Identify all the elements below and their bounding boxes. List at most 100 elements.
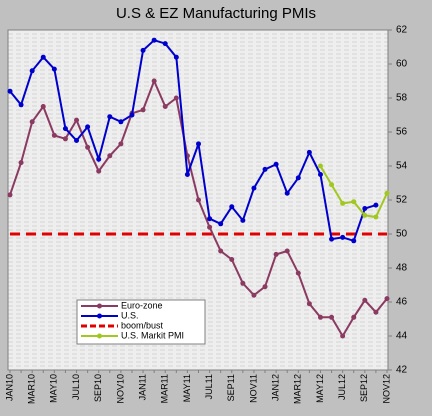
point (362, 212, 368, 218)
point (51, 132, 57, 138)
point (229, 204, 235, 210)
point (196, 141, 201, 147)
x-tick-label: SEP12 (359, 374, 369, 402)
point (273, 251, 279, 257)
x-tick-label: JAN11 (137, 374, 147, 400)
y-tick-label: 42 (396, 365, 408, 376)
point (218, 248, 224, 254)
x-tick-label: JAN12 (270, 374, 280, 401)
point (40, 104, 46, 109)
point (273, 161, 279, 167)
point (18, 102, 24, 108)
x-tick-label: MAR11 (160, 374, 170, 403)
point (240, 217, 246, 223)
x-tick-label: MAR10 (27, 374, 37, 404)
point (207, 224, 213, 230)
point (196, 197, 201, 203)
point (295, 270, 301, 276)
point (96, 168, 102, 174)
point (362, 206, 368, 211)
point (351, 238, 357, 244)
point (384, 190, 390, 196)
legend-label: U.S. (121, 310, 139, 320)
point (340, 234, 346, 240)
y-tick-label: 60 (396, 59, 408, 70)
point (218, 221, 224, 227)
point (85, 124, 91, 130)
point (173, 95, 179, 101)
point (7, 88, 13, 94)
point (362, 297, 368, 303)
point (306, 149, 312, 155)
point (251, 292, 257, 298)
point (240, 280, 246, 286)
point (317, 314, 323, 320)
point (229, 257, 235, 262)
point (329, 182, 335, 188)
point (151, 78, 157, 84)
series-line (9, 39, 377, 243)
legend-label: Euro-zone (121, 300, 163, 310)
x-tick-label: JUL10 (71, 374, 81, 400)
x-tick-label: SEP10 (93, 374, 103, 402)
point (62, 136, 68, 142)
point (151, 37, 157, 43)
point (140, 107, 146, 113)
point (329, 314, 335, 320)
legend-label: U.S. Markit PMI (121, 330, 184, 340)
x-tick-label: MAY10 (49, 374, 59, 403)
point (107, 153, 113, 159)
point (295, 175, 301, 181)
y-tick-label: 44 (396, 331, 408, 342)
point (74, 138, 80, 143)
y-tick-label: 48 (396, 263, 408, 274)
chart-title: U.S & EZ Manufacturing PMIs (116, 5, 316, 22)
point (306, 301, 312, 307)
point (184, 172, 190, 177)
point (251, 185, 257, 191)
point (207, 216, 213, 222)
point (18, 160, 24, 166)
y-tick-label: 56 (396, 127, 408, 138)
x-tick-label: SEP11 (226, 374, 236, 401)
point (29, 119, 35, 125)
point (351, 199, 357, 205)
point (262, 284, 268, 290)
x-tick-label: JUL12 (337, 374, 347, 400)
x-tick-label: MAR12 (293, 374, 303, 404)
point (51, 66, 57, 72)
point (340, 333, 346, 339)
point (284, 190, 290, 196)
legend-marker (97, 313, 102, 319)
point (7, 192, 13, 198)
y-tick-label: 58 (396, 93, 408, 104)
legend-marker (97, 303, 102, 309)
point (162, 104, 168, 109)
point (262, 166, 268, 172)
y-tick-label: 54 (396, 161, 408, 172)
point (373, 202, 379, 208)
y-tick-label: 46 (396, 297, 408, 308)
point (373, 309, 379, 315)
point (373, 214, 379, 220)
point (129, 112, 135, 118)
point (62, 126, 68, 132)
x-tick-label: JUL11 (204, 374, 214, 399)
point (40, 54, 46, 60)
point (351, 314, 357, 320)
point (29, 68, 35, 74)
legend-marker (97, 333, 102, 339)
point (107, 114, 113, 120)
point (317, 172, 323, 177)
point (85, 144, 91, 150)
point (118, 119, 124, 125)
point (173, 54, 179, 60)
point (162, 41, 168, 47)
point (140, 47, 146, 53)
point (74, 117, 80, 123)
x-tick-label: NOV11 (248, 374, 258, 403)
y-tick-label: 62 (396, 25, 408, 36)
